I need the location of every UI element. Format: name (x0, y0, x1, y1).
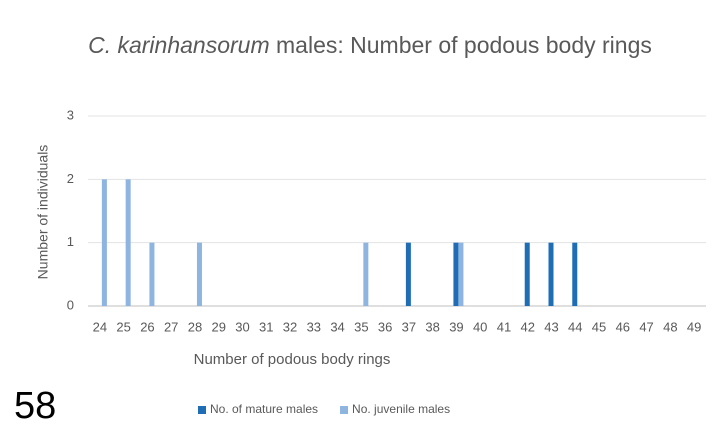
x-tick-label: 48 (663, 319, 677, 334)
x-tick-label: 46 (616, 319, 630, 334)
y-tick-label: 3 (67, 107, 74, 122)
x-axis-label: Number of podous body rings (194, 351, 391, 368)
x-tick-label: 36 (378, 319, 392, 334)
annotation: 58 (14, 385, 56, 427)
bar (363, 242, 369, 306)
x-tick-label: 49 (687, 319, 701, 334)
bar (458, 242, 464, 306)
y-axis-label: Number of individuals (35, 145, 51, 280)
x-tick-label: 26 (140, 319, 154, 334)
x-tick-label: 47 (639, 319, 653, 334)
x-tick-label: 42 (520, 319, 534, 334)
x-tick-label: 27 (164, 319, 178, 334)
bar (125, 179, 131, 306)
bar (453, 242, 459, 306)
x-tick-label: 34 (330, 319, 344, 334)
x-tick-label: 44 (568, 319, 582, 334)
legend-label: No. of mature males (210, 402, 318, 416)
x-tick-label: 31 (259, 319, 273, 334)
x-tick-label: 38 (425, 319, 439, 334)
x-tick-label: 25 (116, 319, 130, 334)
legend-swatch (198, 406, 206, 414)
x-tick-label: 24 (93, 319, 107, 334)
legend-label: No. juvenile males (352, 402, 450, 416)
bar (149, 242, 155, 306)
x-tick-label: 30 (235, 319, 249, 334)
y-tick-label: 2 (67, 171, 74, 186)
bar (572, 242, 578, 306)
x-tick-label: 29 (211, 319, 225, 334)
x-tick-label: 28 (188, 319, 202, 334)
x-tick-label: 40 (473, 319, 487, 334)
bar (405, 242, 411, 306)
y-tick-label: 0 (67, 297, 74, 312)
chart-title: C. karinhansorum males: Number of podous… (70, 28, 670, 62)
title-rest: males: Number of podous body rings (276, 32, 652, 58)
x-tick-label: 32 (283, 319, 297, 334)
bar (548, 242, 554, 306)
bar (524, 242, 530, 306)
bar (196, 242, 202, 306)
title-italic: C. karinhansorum (88, 32, 270, 58)
x-tick-label: 33 (307, 319, 321, 334)
x-tick-label: 45 (592, 319, 606, 334)
x-tick-label: 37 (402, 319, 416, 334)
x-tick-label: 35 (354, 319, 368, 334)
legend-swatch (340, 406, 349, 414)
x-tick-label: 43 (544, 319, 558, 334)
x-tick-label: 39 (449, 319, 463, 334)
x-tick-label: 41 (497, 319, 511, 334)
y-tick-label: 1 (67, 234, 74, 249)
bar (101, 179, 107, 306)
